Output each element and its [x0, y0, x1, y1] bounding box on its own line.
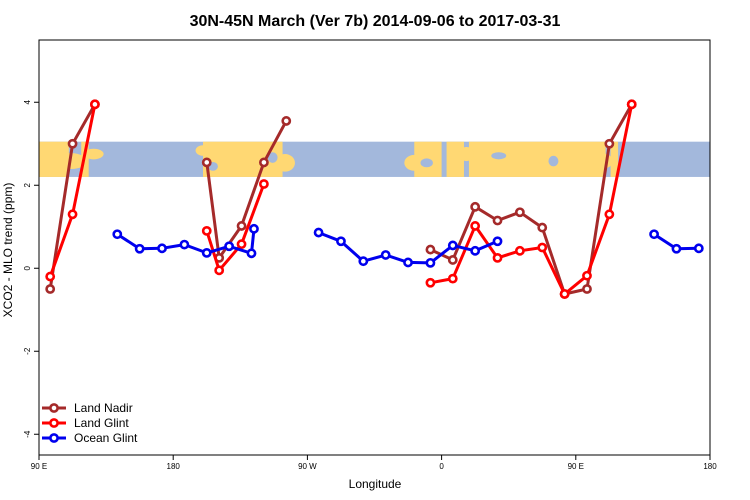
legend-swatch-marker	[49, 403, 59, 413]
y-tick-label: 0	[23, 265, 32, 270]
x-tick-label: 90 E	[568, 462, 584, 471]
land-coast	[195, 145, 211, 156]
x-tick-label: 180	[167, 462, 181, 471]
data-point	[281, 116, 292, 126]
land-coast	[83, 148, 104, 160]
data-point	[447, 240, 458, 251]
water-inlet	[548, 155, 559, 167]
data-point	[246, 248, 257, 259]
data-point	[537, 222, 548, 233]
data-point	[67, 209, 78, 220]
legend-label: Ocean Glint	[74, 431, 138, 445]
data-point	[626, 99, 637, 110]
x-tick-label: 0	[439, 462, 444, 471]
data-point	[236, 221, 247, 231]
series-land-glint	[45, 99, 637, 299]
land-coast	[458, 146, 474, 162]
data-point	[425, 257, 436, 268]
data-point	[224, 241, 235, 252]
world-map-band	[39, 141, 710, 177]
data-point	[559, 289, 570, 299]
x-tick-label: 90 E	[31, 462, 47, 471]
data-point	[604, 138, 615, 149]
axes: 90 E 180 90 W 0 90 E 180 -4 -2 0 2 4	[23, 99, 717, 471]
data-point	[492, 215, 503, 226]
data-point	[380, 250, 391, 260]
data-point	[514, 245, 525, 256]
data-point	[249, 223, 259, 234]
data-point	[90, 99, 100, 110]
data-point	[259, 157, 269, 168]
land-region	[446, 141, 464, 177]
series-line	[430, 104, 634, 296]
plot-frame	[38, 39, 711, 456]
legend-label: Land Glint	[74, 416, 129, 430]
data-point	[179, 239, 190, 250]
data-point	[201, 225, 212, 236]
x-axis-label: Longitude	[349, 477, 402, 491]
x-tick-label: 180	[703, 462, 717, 471]
land-coast	[275, 154, 295, 172]
series-line	[205, 120, 288, 260]
data-point	[604, 209, 615, 220]
data-point	[470, 221, 481, 231]
data-point	[425, 277, 436, 288]
data-point	[492, 252, 503, 263]
data-point	[313, 227, 324, 238]
data-point	[470, 245, 481, 256]
legend-item: Land Glint	[42, 416, 129, 430]
series-ocean-glint	[112, 223, 704, 268]
data-point	[447, 273, 458, 284]
data-point	[693, 243, 704, 254]
y-tick-label: -2	[23, 347, 32, 355]
y-tick-label: -4	[23, 430, 32, 438]
data-point	[514, 207, 525, 218]
legend-swatch-marker	[49, 433, 59, 443]
data-point	[45, 271, 56, 282]
data-point	[134, 243, 145, 254]
y-tick-label: 4	[23, 99, 32, 104]
data-point	[201, 247, 212, 258]
x-tick-label: 90 W	[298, 462, 317, 471]
data-point	[470, 201, 481, 212]
series-land-nadir	[45, 99, 637, 299]
data-point	[582, 270, 592, 281]
data-point	[671, 243, 682, 254]
land-coast	[578, 162, 599, 174]
data-point	[358, 256, 369, 267]
land-region	[610, 141, 619, 177]
legend-item: Land Nadir	[42, 401, 133, 415]
legend-label: Land Nadir	[74, 401, 133, 415]
data-point	[201, 157, 212, 168]
data-point	[67, 138, 78, 149]
data-point	[447, 255, 458, 265]
data-point	[492, 236, 503, 247]
data-point	[45, 284, 56, 294]
y-axis-label: XCO2 - MLO trend (ppm)	[1, 183, 15, 318]
data-point	[259, 179, 269, 189]
water-inlet	[267, 152, 278, 163]
data-point	[537, 242, 548, 253]
data-point	[649, 229, 659, 240]
y-tick-label: 2	[23, 182, 32, 187]
water-inlet	[491, 152, 507, 160]
data-point	[582, 284, 592, 294]
data-point	[425, 244, 436, 255]
data-point	[403, 257, 413, 268]
data-point	[236, 239, 247, 250]
chart-title: 30N-45N March (Ver 7b) 2014-09-06 to 201…	[190, 13, 561, 30]
series-line	[429, 103, 634, 296]
legend-swatch-marker	[49, 418, 59, 428]
legend-item: Ocean Glint	[42, 431, 138, 445]
water-inlet	[420, 158, 433, 168]
data-point	[336, 236, 346, 247]
series-layer	[45, 99, 704, 299]
data-point	[112, 229, 123, 240]
land-coast	[404, 154, 425, 171]
data-point	[214, 265, 225, 276]
data-point	[157, 243, 167, 254]
